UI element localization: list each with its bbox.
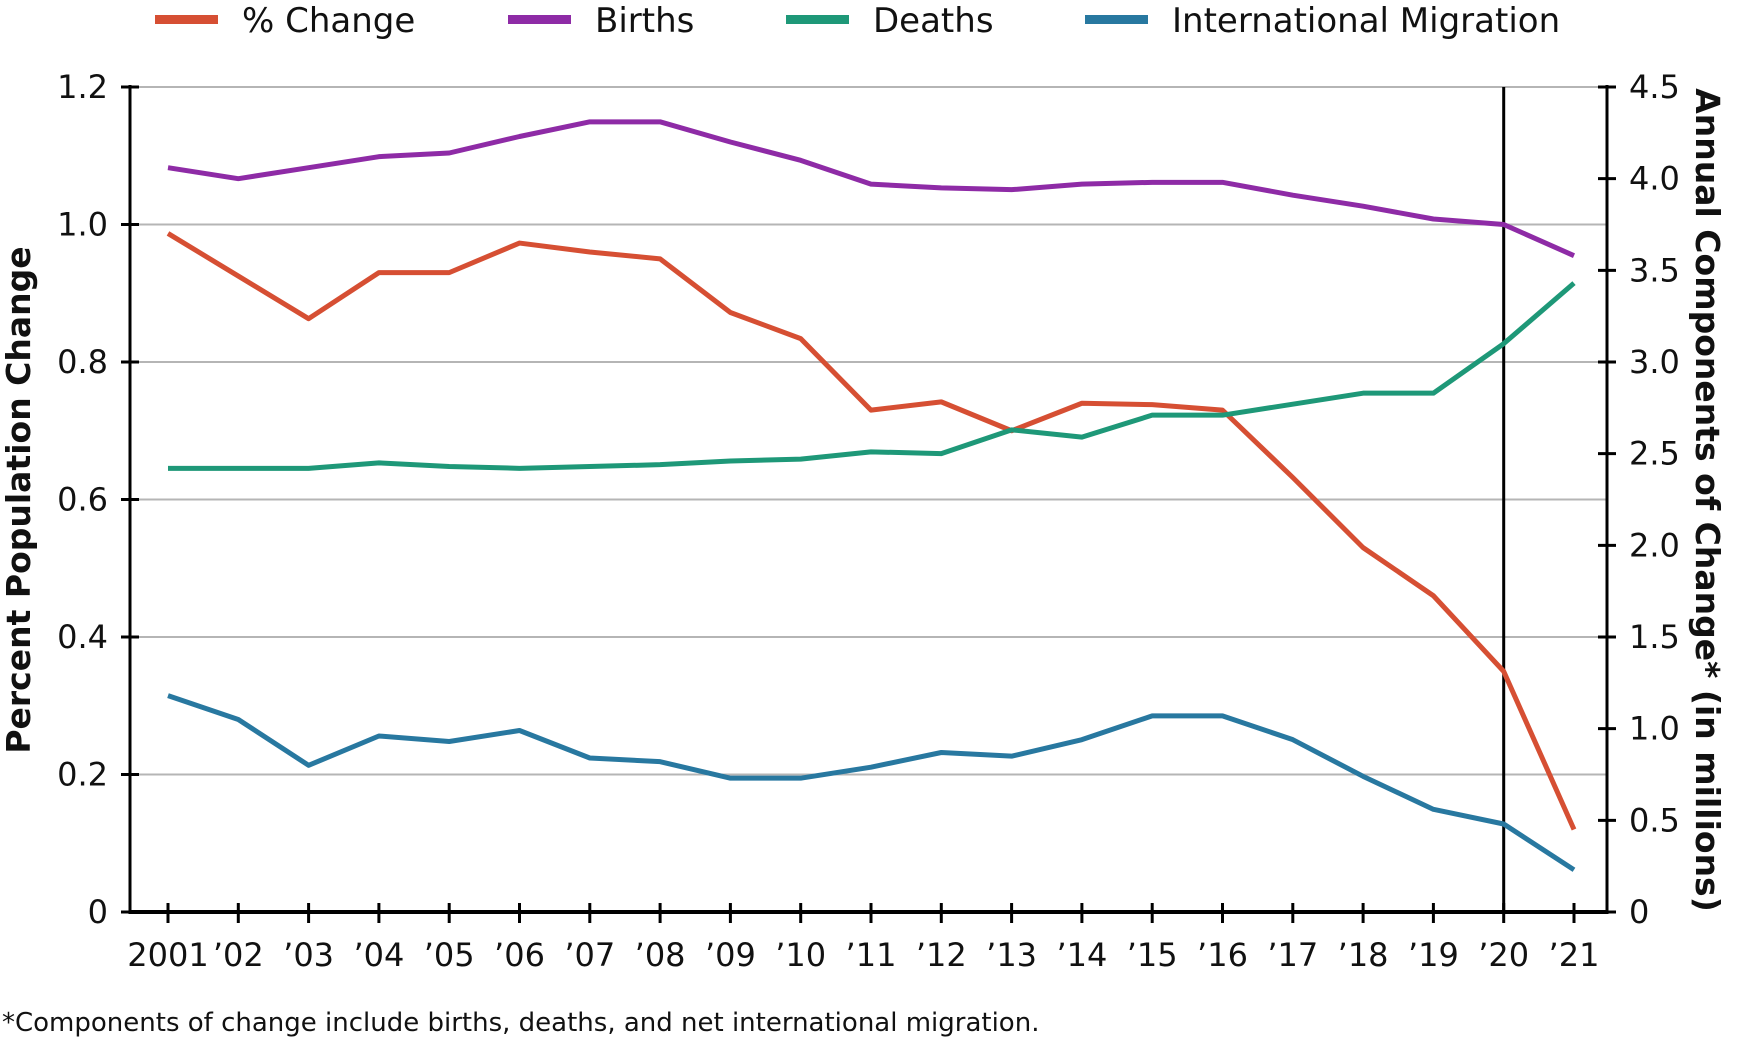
series-line-births (167, 119, 1576, 258)
x-tick-label: ’12 (916, 936, 967, 974)
x-tick-label: ’10 (775, 936, 826, 974)
legend: % Change Births Deaths International Migrat… (155, 1, 1560, 41)
legend-item: Births (508, 1, 694, 41)
y-right-tick-label: 1.5 (1629, 618, 1680, 656)
x-tick-label: ’11 (846, 936, 897, 974)
y-left-tick-label: 1.2 (57, 68, 108, 106)
x-tick-label: ’16 (1197, 936, 1248, 974)
x-tick-label: ’15 (1127, 936, 1178, 974)
y-right-tick-label: 4.0 (1629, 160, 1680, 198)
x-tick-label: ’08 (635, 936, 686, 974)
x-tick-label: ’05 (424, 936, 475, 974)
legend-item: Deaths (786, 1, 994, 41)
y-right-tick-label: 3.5 (1629, 251, 1680, 289)
y-left-tick-label: 0.6 (57, 481, 108, 519)
series-lines (166, 119, 1577, 872)
legend-swatch (508, 15, 571, 24)
legend-label: Births (595, 1, 694, 41)
footnote: *Components of change include births, de… (2, 1008, 1039, 1038)
y-left-tick-label: 0.8 (57, 343, 108, 381)
y-left-tick-label: 0.4 (57, 618, 108, 656)
legend-swatch (786, 15, 849, 24)
x-tick-label: ’09 (705, 936, 756, 974)
gridlines (130, 86, 1607, 776)
y-axis-left-title: Percent Population Change (0, 246, 38, 753)
series-line-deaths (168, 281, 1576, 471)
x-tick-label: ’14 (1056, 936, 1107, 974)
x-tick-label: ’02 (213, 936, 264, 974)
series-line-international-migration (167, 693, 1576, 872)
x-tick-label: ’18 (1338, 936, 1389, 974)
legend-swatch (155, 15, 218, 24)
x-tick-label: ’17 (1267, 936, 1318, 974)
y-right-tick-label: 2.0 (1629, 526, 1680, 564)
x-tick-label: ’03 (283, 936, 334, 974)
y-right-tick-label: 0.5 (1629, 801, 1680, 839)
x-tick-label: ’04 (353, 936, 404, 974)
axes: 0 0.2 0.4 0.6 0.8 1.0 1.2 0 0.5 1.0 1.5 2.0 2.5 3.0 3.… (57, 68, 1680, 974)
x-tick-label: ’07 (564, 936, 615, 974)
y-right-tick-label: 2.5 (1629, 435, 1680, 473)
legend-item: % Change (155, 1, 415, 41)
y-right-tick-label: 0 (1629, 893, 1649, 931)
y-axis-right-title: Annual Components of Change* (in million… (1688, 88, 1727, 912)
y-right-tick-label: 3.0 (1629, 343, 1680, 381)
x-tick-label: ’21 (1549, 936, 1600, 974)
legend-label: % Change (242, 1, 415, 41)
y-right-tick-label: 1.0 (1629, 710, 1680, 748)
x-tick-label: 2001 (127, 936, 208, 974)
y-left-tick-label: 0.2 (57, 756, 108, 794)
legend-item: International Migration (1085, 1, 1560, 41)
y-left-tick-label: 0 (88, 893, 108, 931)
series-line-change (166, 231, 1577, 831)
x-tick-label: ’20 (1478, 936, 1529, 974)
x-tick-label: ’19 (1408, 936, 1459, 974)
x-tick-label: ’13 (986, 936, 1037, 974)
y-left-tick-label: 1.0 (57, 206, 108, 244)
legend-label: Deaths (873, 1, 994, 41)
legend-swatch (1085, 15, 1148, 24)
y-right-tick-label: 4.5 (1629, 68, 1680, 106)
legend-label: International Migration (1172, 1, 1560, 41)
x-tick-label: ’06 (494, 936, 545, 974)
